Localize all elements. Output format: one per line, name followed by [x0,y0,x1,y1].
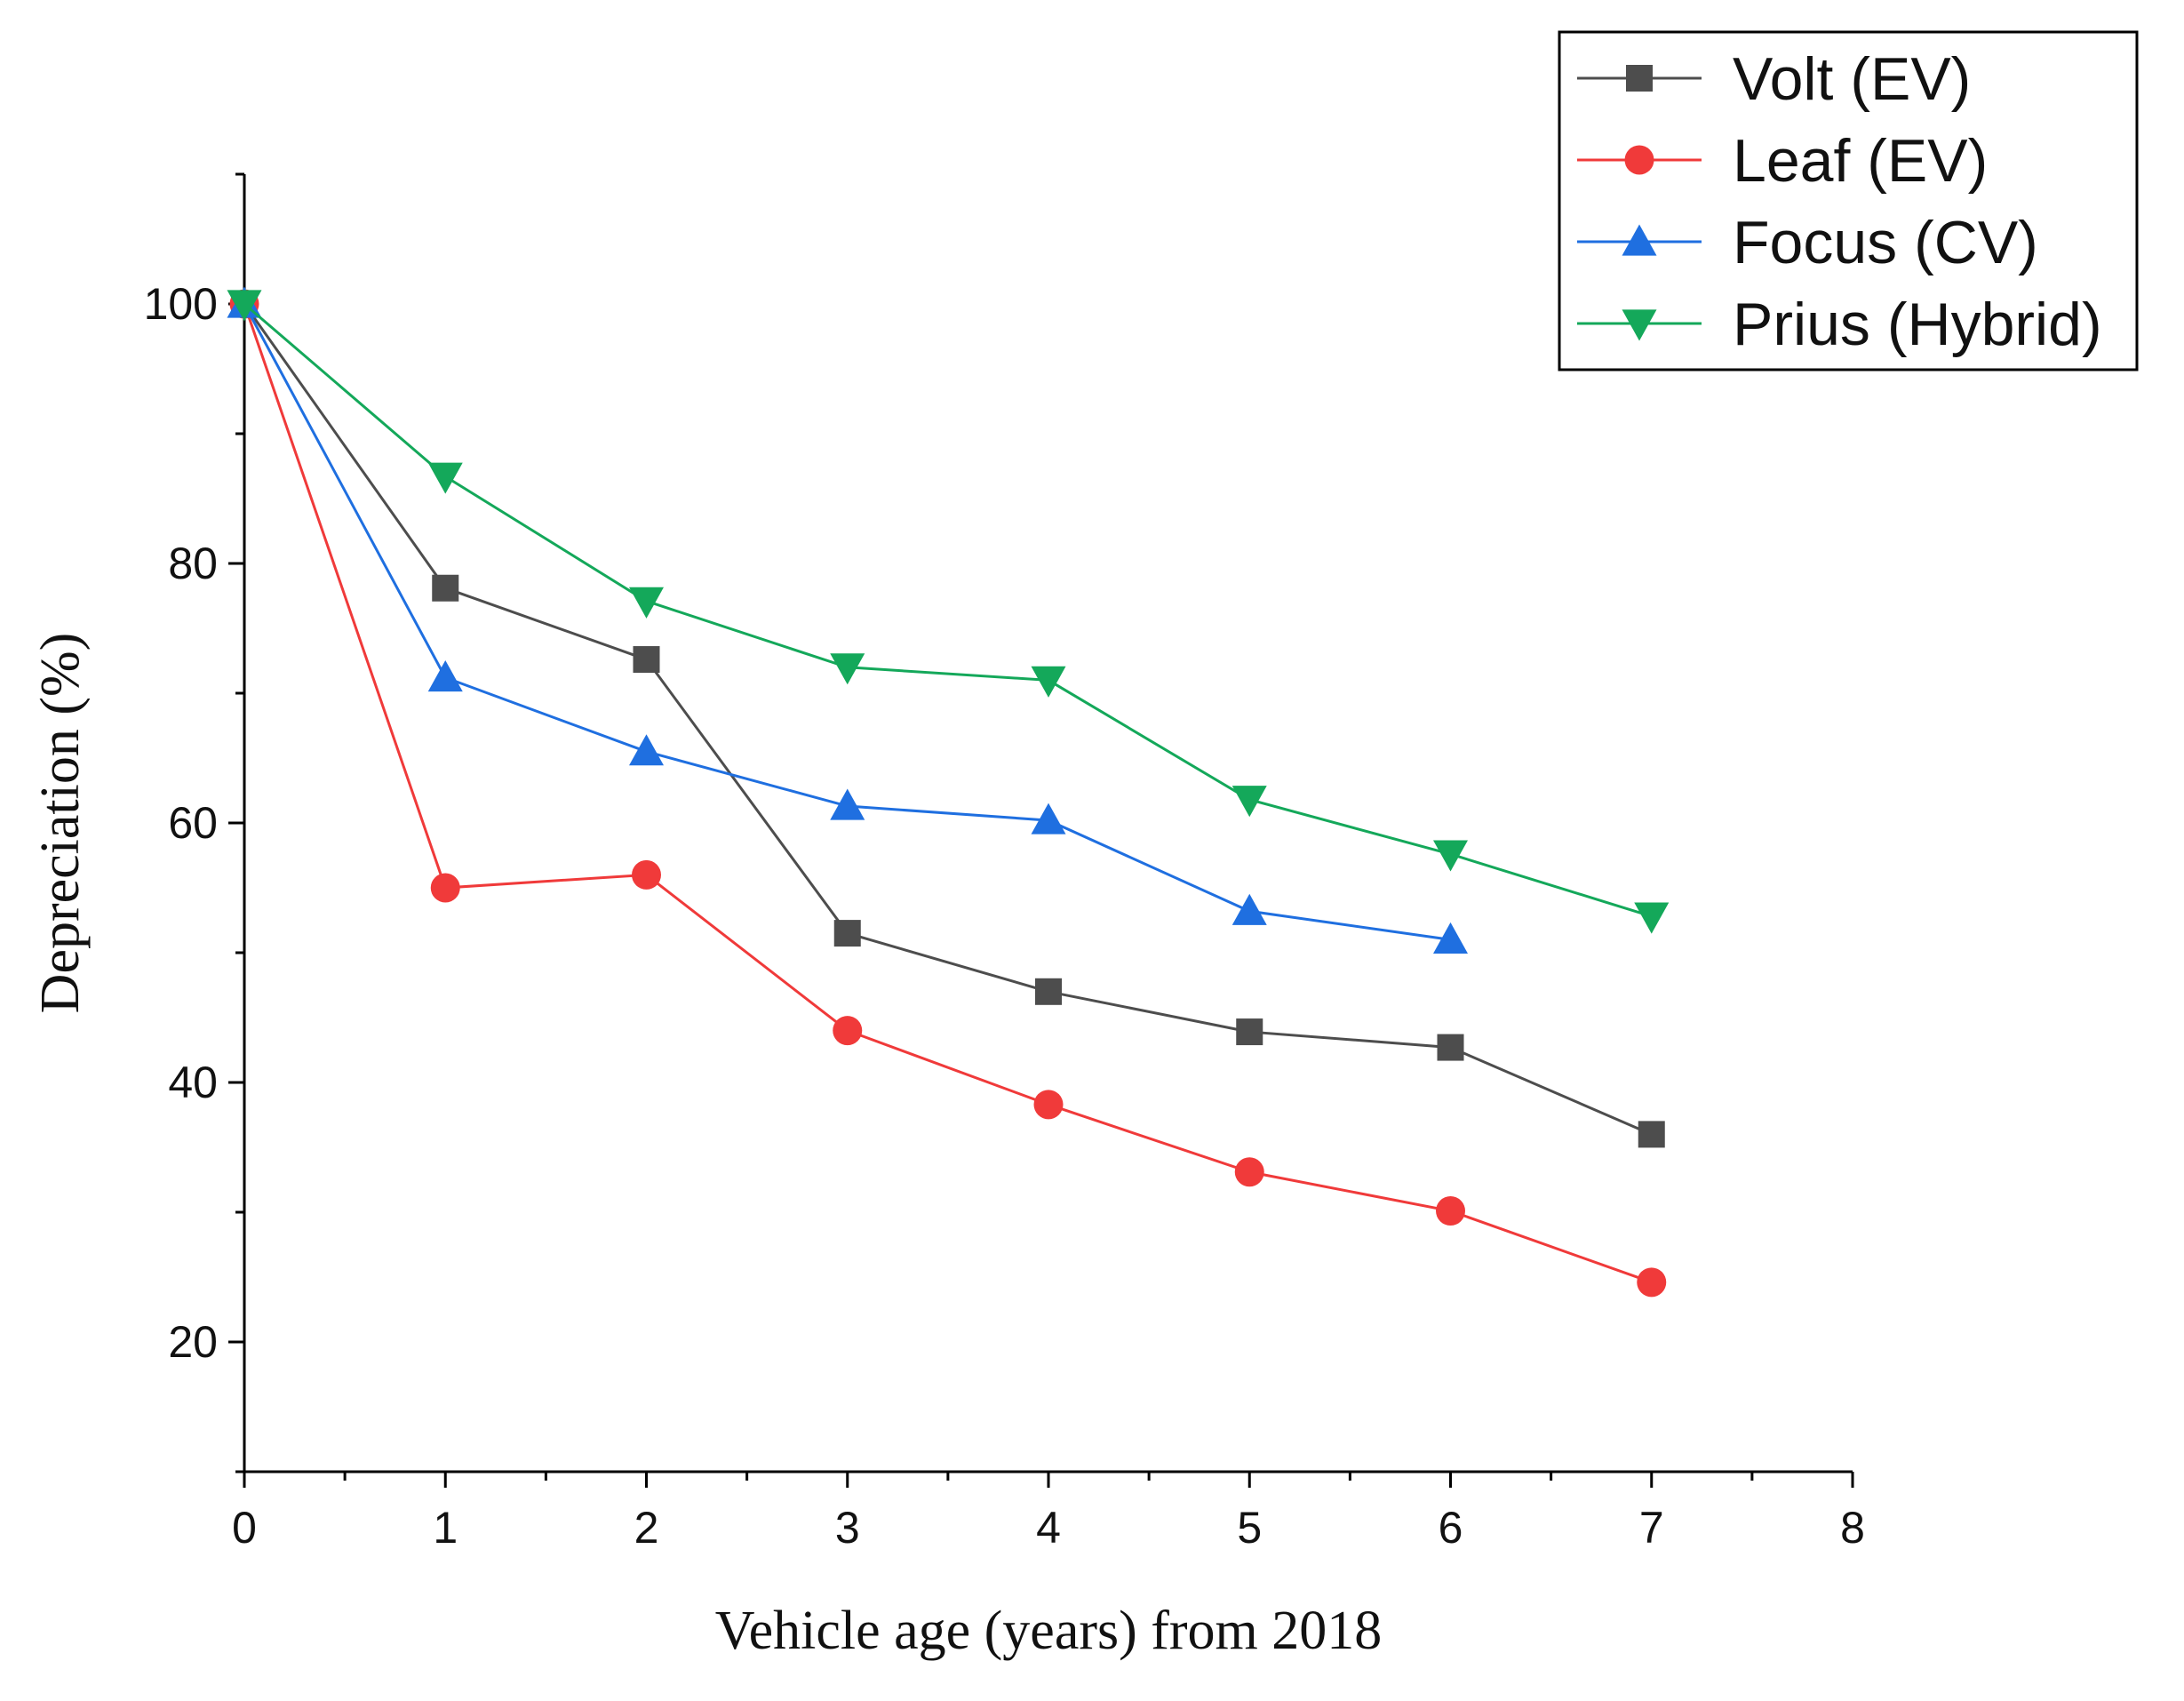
x-tick-label: 0 [232,1503,257,1553]
data-point [430,873,460,903]
data-point [1433,840,1468,872]
series-line [243,303,1653,1284]
data-point [427,659,463,692]
x-tick-label: 6 [1439,1503,1463,1553]
data-point [1234,1157,1264,1187]
data-point [633,646,660,674]
legend-label: Volt (EV) [1733,45,1971,113]
legend-box [1558,30,2139,371]
legend-marker [1626,65,1653,92]
series-leaf-ev [229,289,1667,1298]
y-tick-label: 20 [168,1317,218,1367]
data-point [830,653,865,685]
data-point [1031,666,1066,698]
data-point [629,734,664,766]
series-volt-ev [231,291,1665,1148]
x-tick-label: 5 [1237,1503,1262,1553]
x-tick-label: 7 [1639,1503,1664,1553]
data-point [632,859,661,890]
legend-item: Volt (EV) [1577,45,1971,113]
data-point [1638,1121,1665,1148]
data-point [1231,786,1267,818]
x-axis-title: Vehicle age (years) from 2018 [715,1601,1383,1661]
series-focus-cv [227,286,1468,954]
axes: 0 1 2 3 4 5 6 7 8 20 40 60 80 100 [144,172,1865,1553]
y-tick-label: 40 [168,1058,218,1107]
x-tick-label: 3 [835,1503,860,1553]
data-point [1231,893,1267,925]
legend-marker [1624,145,1654,175]
legend-marker [1622,309,1657,341]
data-point [833,920,861,947]
data-point [1031,803,1066,835]
data-point [427,462,463,494]
data-point [629,587,664,619]
legend-marker [1622,224,1657,256]
y-axis-title: Depreciation (%) [30,633,91,1014]
legend: Volt (EV) Leaf (EV) Focus (CV) Prius (Hybri… [1558,30,2139,371]
series-line [243,303,1653,1136]
legend-item: Focus (CV) [1577,209,2038,276]
data-point [830,788,865,820]
data-point [227,290,262,322]
data-point [1637,1267,1667,1298]
data-point [1433,922,1468,954]
data-point [1236,1018,1263,1046]
legend-label: Focus (CV) [1733,209,2038,276]
y-tick-label: 100 [144,279,218,329]
x-tick-label: 1 [433,1503,458,1553]
series-layer [227,286,1670,1298]
legend-item: Prius (Hybrid) [1577,291,2102,358]
x-tick-label: 4 [1036,1503,1061,1553]
data-point [1033,1090,1064,1120]
data-point [432,574,459,602]
legend-label: Prius (Hybrid) [1733,291,2102,358]
data-point [833,1016,863,1046]
x-tick-label: 2 [634,1503,659,1553]
legend-label: Leaf (EV) [1733,127,1988,195]
data-point [1634,902,1670,934]
series-line [243,303,1451,941]
series-line [243,302,1653,918]
y-tick-label: 80 [168,539,218,588]
x-tick-label: 8 [1840,1503,1865,1553]
data-point [1436,1196,1465,1226]
data-point [1035,978,1062,1005]
series-prius-hybrid [227,290,1670,934]
y-tick-label: 60 [168,798,218,848]
data-point [1437,1034,1464,1061]
legend-item: Leaf (EV) [1577,127,1988,195]
